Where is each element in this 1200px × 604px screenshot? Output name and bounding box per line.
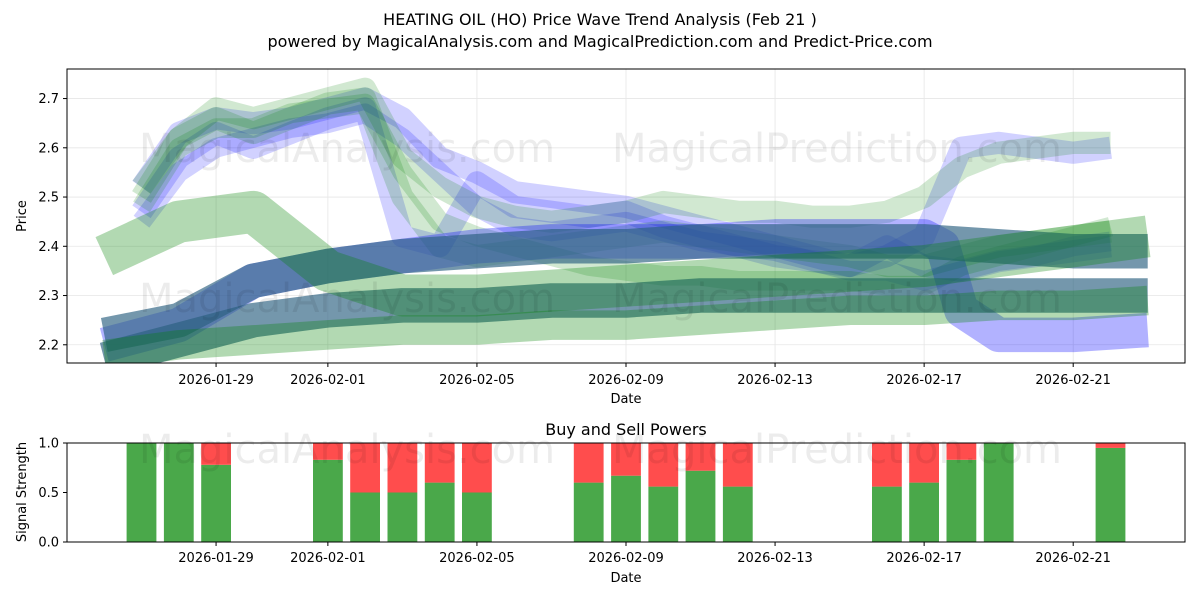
price-y-ticks: 2.2 2.3 2.4 2.5 2.6 2.7 [38, 92, 67, 353]
price-series-green-wave-1 [132, 77, 1111, 233]
sell-bar [1095, 443, 1126, 448]
watermark-prediction: MagicalPrediction.com [612, 126, 1062, 172]
price-y-label: Price [15, 200, 30, 232]
signal-x-tick-label: 2026-02-05 [439, 551, 515, 566]
signal-x-tick-label: 2026-02-17 [886, 551, 962, 566]
sell-bar [424, 443, 455, 483]
price-series-green-wave-3 [133, 93, 1114, 296]
price-y-tick-label: 2.5 [38, 191, 59, 206]
price-x-ticks: 2026-01-29 2026-02-01 2026-02-05 2026-02-09… [178, 363, 1111, 388]
buy-bar [648, 486, 679, 542]
price-series-group [95, 77, 1151, 363]
sell-bar [573, 443, 604, 483]
price-y-tick-label: 2.6 [38, 141, 59, 156]
sell-bar [313, 443, 343, 460]
chart-subtitle: powered by MagicalAnalysis.com and Magic… [267, 32, 932, 51]
sell-bar [387, 443, 418, 493]
signal-y-tick-label: 0.5 [38, 486, 59, 501]
signal-x-label: Date [610, 571, 641, 586]
sell-bar [201, 443, 231, 465]
watermark-analysis: MagicalAnalysis.com [139, 126, 555, 172]
price-x-tick-label: 2026-02-09 [588, 373, 664, 388]
price-x-tick-label: 2026-02-13 [737, 373, 813, 388]
sell-bar [350, 443, 380, 493]
signal-plot: Buy and Sell Powers MagicalAnalysis.com … [15, 420, 1186, 586]
signal-y-label: Signal Strength [15, 442, 30, 542]
sell-bar [872, 443, 902, 487]
signal-y-ticks: 0.0 0.5 1.0 [38, 437, 67, 551]
price-series-teal-trend-lower [99, 278, 1148, 363]
buy-bar [387, 492, 418, 542]
buy-bar [573, 482, 604, 542]
buy-bar [1095, 447, 1126, 542]
sell-bar [648, 443, 679, 487]
price-plot: MagicalAnalysis.com MagicalPrediction.co… [15, 68, 1186, 407]
signal-plot-title: Buy and Sell Powers [545, 420, 707, 439]
sell-bar [462, 443, 492, 493]
price-x-tick-label: 2026-02-01 [290, 373, 366, 388]
buy-bar [313, 459, 343, 542]
buy-bar [126, 443, 157, 542]
watermark-analysis-3: MagicalAnalysis.com [139, 427, 555, 473]
price-x-tick-label: 2026-02-21 [1035, 373, 1111, 388]
sell-bar [909, 443, 939, 483]
chart-title: HEATING OIL (HO) Price Wave Trend Analys… [383, 10, 817, 29]
buy-bar [163, 443, 194, 542]
sell-bar [611, 443, 641, 476]
buy-bar [722, 486, 753, 542]
price-x-tick-label: 2026-02-17 [886, 373, 962, 388]
watermark-prediction-3: MagicalPrediction.com [612, 427, 1062, 473]
buy-bar [909, 482, 939, 542]
price-series-green-trend-descending [95, 190, 1151, 317]
price-y-tick-label: 2.3 [38, 289, 59, 304]
buy-bar [462, 492, 492, 542]
price-series-blue-wave-1 [132, 87, 1112, 278]
buy-bar [350, 492, 380, 542]
sell-bar [685, 443, 716, 471]
price-x-tick-label: 2026-02-05 [439, 373, 515, 388]
buy-bar [872, 486, 902, 542]
price-x-label: Date [610, 392, 641, 407]
buy-bar [424, 482, 455, 542]
signal-bars [126, 443, 1126, 542]
signal-x-tick-label: 2026-01-29 [178, 551, 254, 566]
signal-x-tick-label: 2026-02-13 [737, 551, 813, 566]
buy-bar [685, 470, 716, 542]
price-y-tick-label: 2.2 [38, 338, 59, 353]
price-series-blue-wave-3 [133, 103, 1112, 291]
signal-y-tick-label: 1.0 [38, 437, 59, 452]
watermark-prediction-2: MagicalPrediction.com [612, 276, 1062, 322]
signal-x-tick-label: 2026-02-21 [1035, 551, 1111, 566]
price-series-blue-wave-2 [132, 97, 1112, 282]
buy-bar [983, 443, 1014, 542]
price-series-teal-trend-upper [100, 224, 1148, 352]
watermark-analysis-2: MagicalAnalysis.com [139, 276, 555, 322]
buy-bar [946, 459, 977, 542]
signal-x-tick-label: 2026-02-09 [588, 551, 664, 566]
buy-bar [201, 464, 231, 542]
sell-bar [722, 443, 753, 487]
buy-bar [611, 475, 641, 542]
signal-y-tick-label: 0.0 [38, 536, 59, 551]
signal-x-ticks: 2026-01-29 2026-02-01 2026-02-05 2026-02-09… [178, 542, 1111, 566]
price-x-tick-label: 2026-01-29 [178, 373, 254, 388]
sell-bar [946, 443, 977, 460]
signal-x-tick-label: 2026-02-01 [290, 551, 366, 566]
price-y-tick-label: 2.4 [38, 240, 59, 255]
price-y-tick-label: 2.7 [38, 92, 59, 107]
price-series-green-trend-low [102, 285, 1149, 363]
